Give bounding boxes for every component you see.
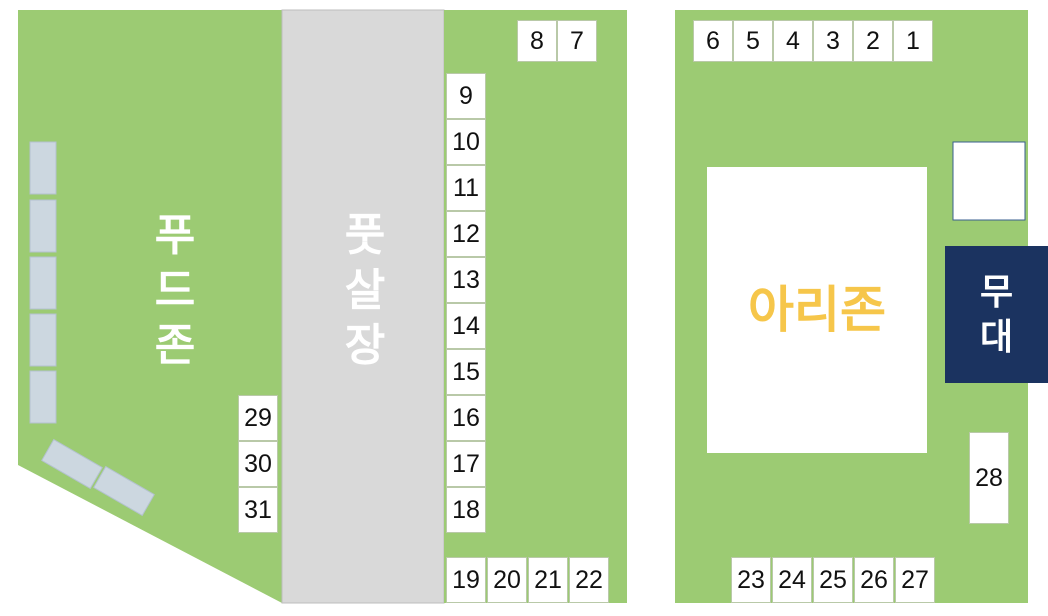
booth-12: 12 — [446, 211, 486, 257]
food-table — [41, 438, 103, 490]
booth-2: 2 — [853, 20, 893, 62]
booth-24: 24 — [772, 557, 812, 603]
food-zone-char: 드 — [154, 264, 196, 316]
booth-27: 27 — [895, 557, 935, 603]
food-table — [29, 199, 57, 253]
booth-9: 9 — [446, 73, 486, 119]
pungsal-market-label: 풋 살 장 — [330, 180, 400, 400]
booth-6: 6 — [693, 20, 733, 62]
food-table — [29, 256, 57, 310]
booth-18: 18 — [446, 487, 486, 533]
booth-3: 3 — [813, 20, 853, 62]
booth-28: 28 — [969, 432, 1009, 524]
booth-8: 8 — [517, 20, 557, 62]
booth-23: 23 — [731, 557, 771, 603]
food-tables — [29, 141, 155, 517]
booth-19: 19 — [446, 557, 486, 603]
booth-10: 10 — [446, 119, 486, 165]
food-zone-label: 푸 드 존 — [140, 180, 210, 400]
booth-4: 4 — [773, 20, 813, 62]
booth-21: 21 — [528, 557, 568, 603]
stage-side-box — [952, 141, 1026, 221]
ari-zone-area — [707, 167, 927, 453]
booth-13: 13 — [446, 257, 486, 303]
ari-zone-label: 아리존 — [707, 270, 927, 350]
food-table — [29, 370, 57, 424]
stage-char: 무 — [979, 272, 1014, 313]
pungsal-char: 장 — [344, 319, 386, 371]
food-zone-char: 푸 — [154, 209, 196, 261]
pungsal-char: 살 — [344, 264, 386, 316]
food-table — [29, 313, 57, 367]
booth-11: 11 — [446, 165, 486, 211]
booth-16: 16 — [446, 395, 486, 441]
booth-26: 26 — [854, 557, 894, 603]
booth-17: 17 — [446, 441, 486, 487]
pungsal-char: 풋 — [344, 209, 386, 261]
booth-25: 25 — [813, 557, 853, 603]
ari-zone-text: 아리존 — [748, 280, 886, 339]
booth-15: 15 — [446, 349, 486, 395]
food-zone-char: 존 — [154, 319, 196, 371]
stage-char: 대 — [979, 317, 1014, 358]
food-table — [93, 465, 155, 517]
stage-area — [945, 246, 1048, 383]
stage-label: 무 대 — [945, 250, 1048, 380]
booth-31: 31 — [238, 487, 278, 533]
booth-5: 5 — [733, 20, 773, 62]
food-zone-area — [18, 10, 282, 603]
booth-1: 1 — [893, 20, 933, 62]
booth-29: 29 — [238, 395, 278, 441]
food-table — [29, 141, 57, 195]
booth-22: 22 — [569, 557, 609, 603]
booth-7: 7 — [557, 20, 597, 62]
booth-30: 30 — [238, 441, 278, 487]
booth-14: 14 — [446, 303, 486, 349]
booth-20: 20 — [487, 557, 527, 603]
